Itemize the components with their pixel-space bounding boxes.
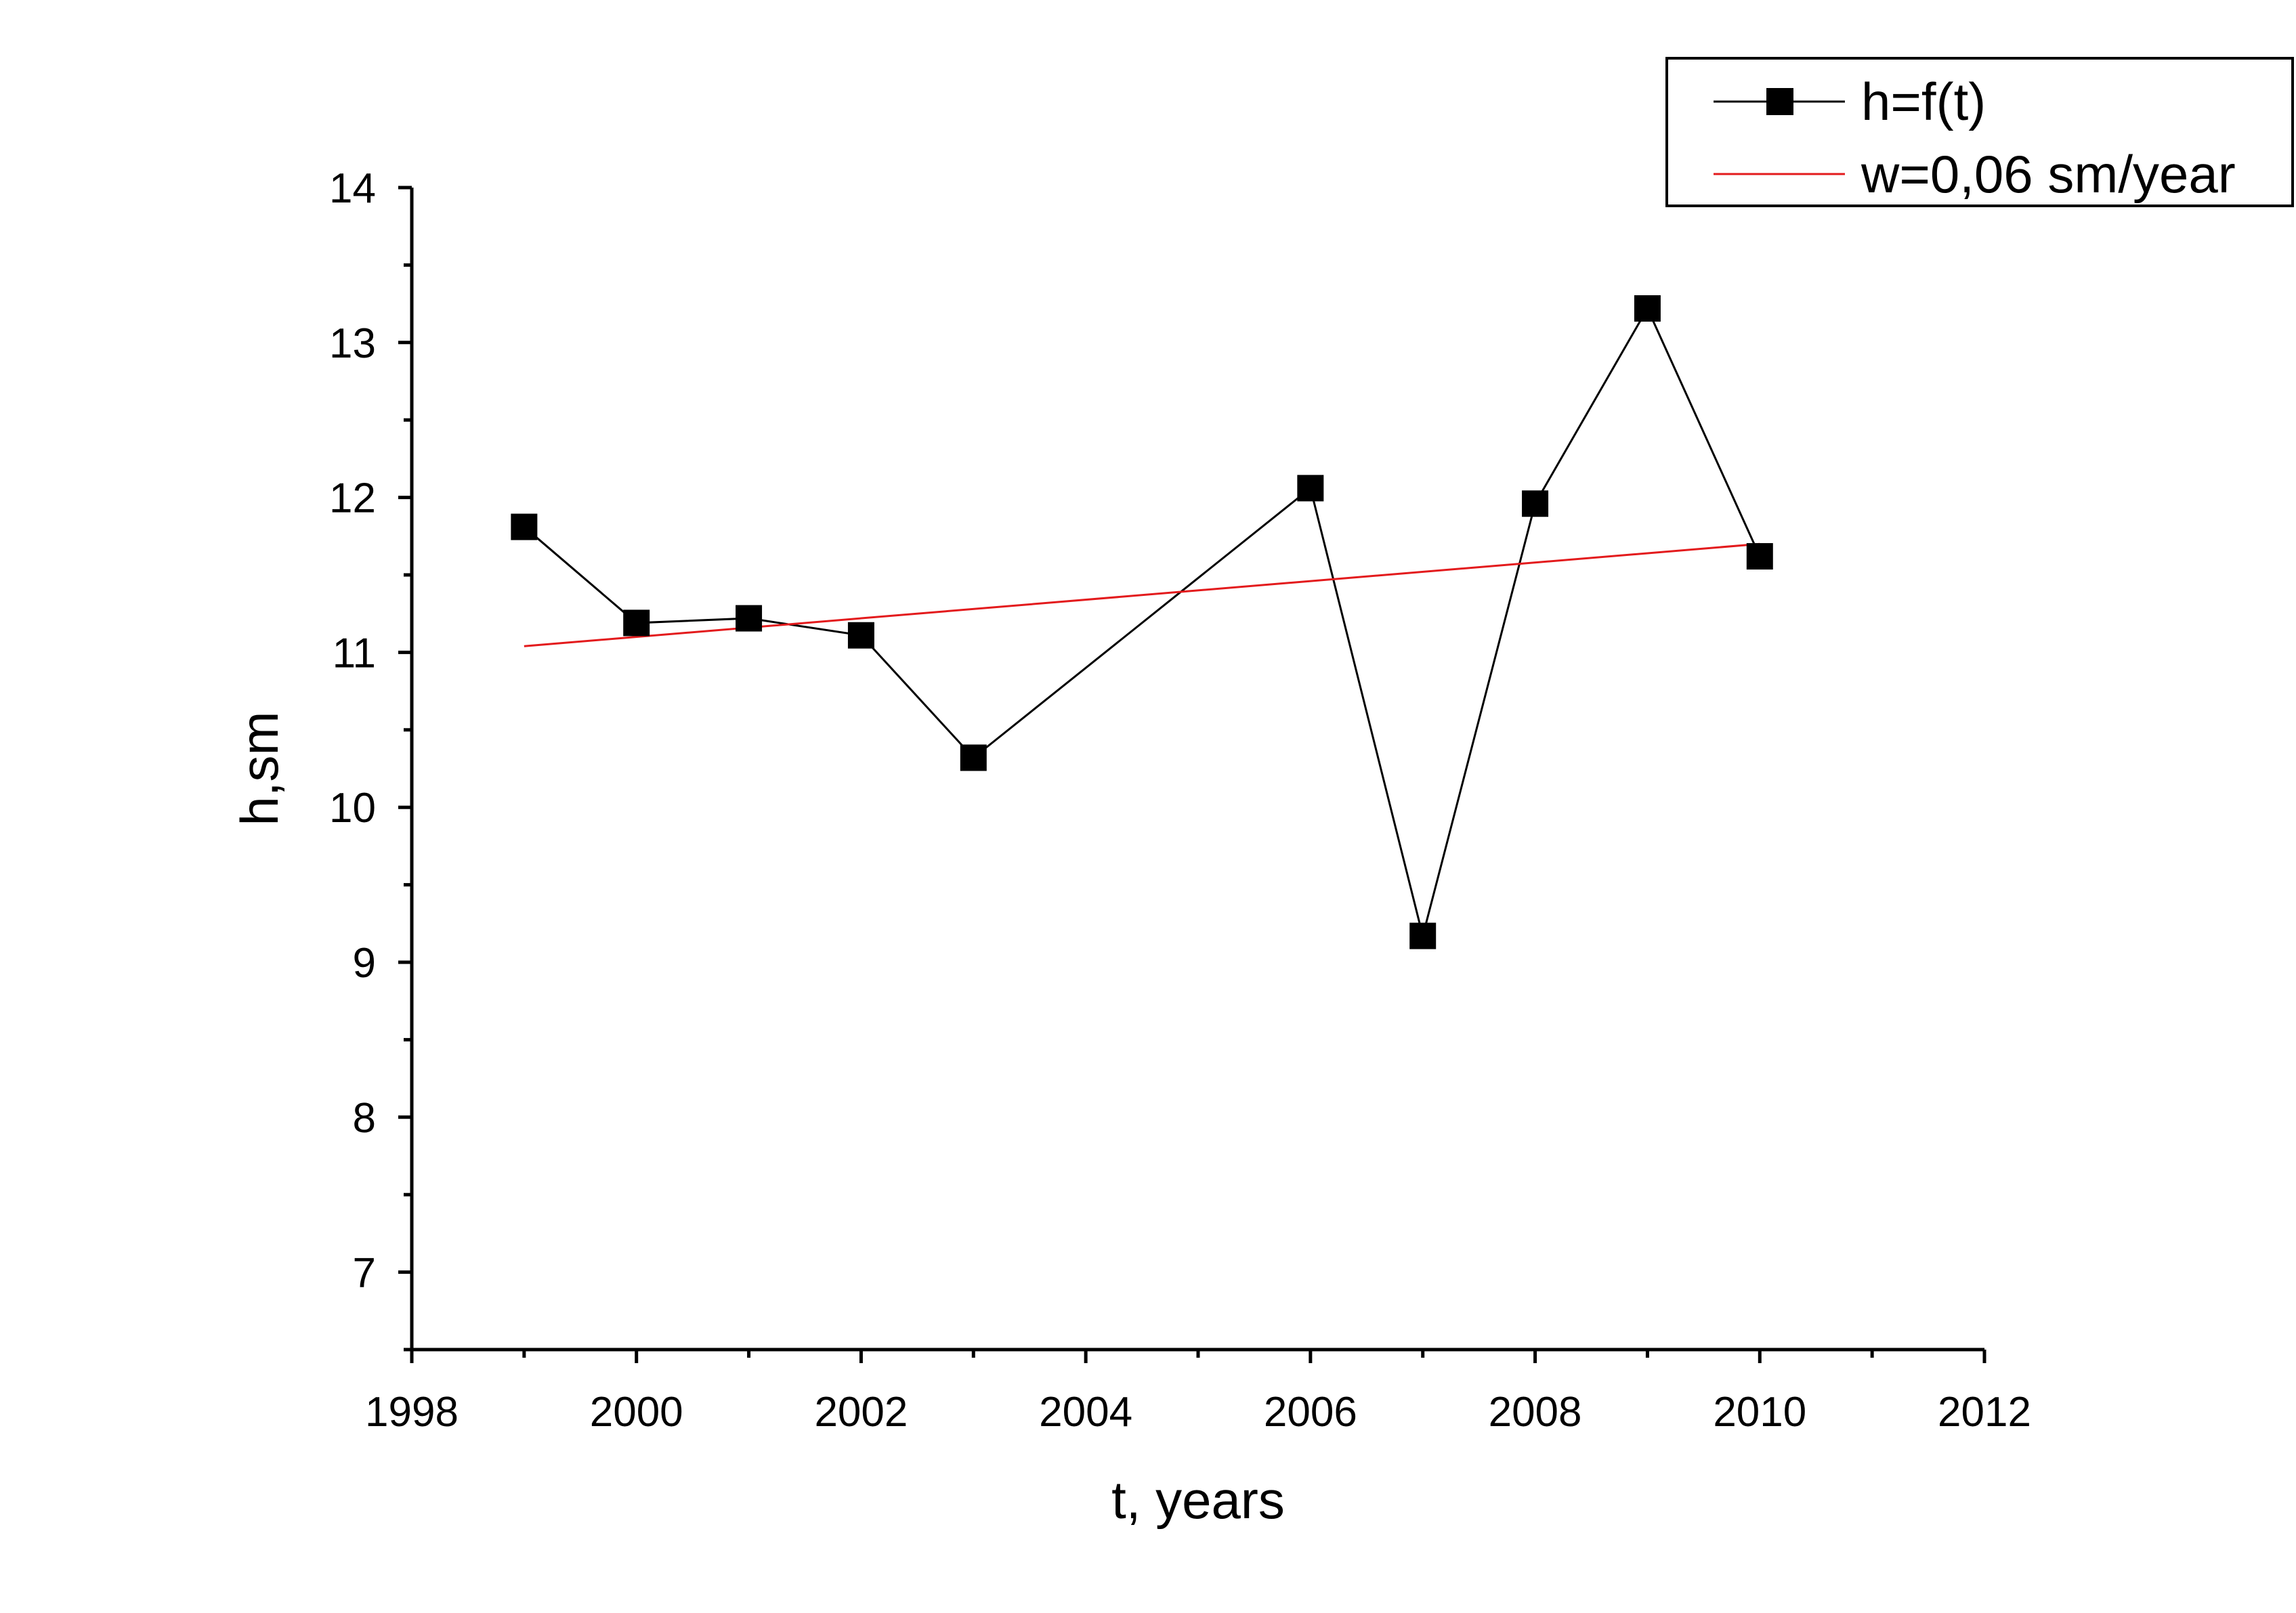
y-tick-label: 10	[329, 785, 376, 832]
x-tick-label: 2004	[1039, 1389, 1132, 1436]
legend: h=f(t) w=0,06 sm/year	[1665, 57, 2294, 207]
x-tick-label: 2012	[1938, 1389, 2031, 1436]
y-ticks: 7 8 9 10 11 12 13 14	[329, 165, 412, 1352]
y-tick-label: 14	[329, 165, 376, 212]
data-point	[623, 609, 650, 637]
data-point	[960, 744, 987, 771]
legend-marker-square	[1766, 88, 1793, 115]
legend-box	[1665, 57, 2294, 207]
x-tick-label: 2010	[1713, 1389, 1806, 1436]
x-tick-label: 2000	[590, 1389, 683, 1436]
y-axis-title: h,sm	[230, 711, 289, 825]
y-tick-label: 9	[353, 940, 376, 987]
x-tick-label: 2002	[814, 1389, 908, 1436]
data-point	[1522, 490, 1549, 517]
data-point	[847, 622, 874, 649]
data-point	[1297, 475, 1324, 502]
series-line-h-f-t	[523, 306, 1761, 937]
data-point	[511, 513, 538, 540]
y-tick-label: 8	[353, 1095, 376, 1142]
y-tick-label: 11	[333, 630, 376, 676]
data-point	[1634, 295, 1661, 322]
data-point	[1746, 543, 1773, 570]
y-tick-label: 12	[329, 475, 376, 522]
y-tick-label: 7	[353, 1250, 376, 1297]
data-point	[736, 605, 763, 632]
x-tick-label: 2008	[1489, 1389, 1582, 1436]
y-tick-label: 13	[329, 320, 376, 367]
series-layer	[511, 295, 1773, 949]
legend-label-trend: w=0,06 sm/year	[1861, 144, 2236, 204]
x-tick-label: 2006	[1264, 1389, 1357, 1436]
legend-label-h-f-t: h=f(t)	[1861, 72, 1986, 131]
trend-line	[524, 542, 1760, 647]
plot-area: 1998 2000 2002 2004 2006 2008 2010 2012 7 8 9 10 11…	[329, 165, 2031, 1436]
x-tick-label: 1998	[365, 1389, 459, 1436]
data-point	[1409, 922, 1437, 949]
x-ticks: 1998 2000 2002 2004 2006 2008 2010 2012	[365, 1350, 2031, 1436]
x-axis-title: t, years	[1111, 1470, 1285, 1530]
